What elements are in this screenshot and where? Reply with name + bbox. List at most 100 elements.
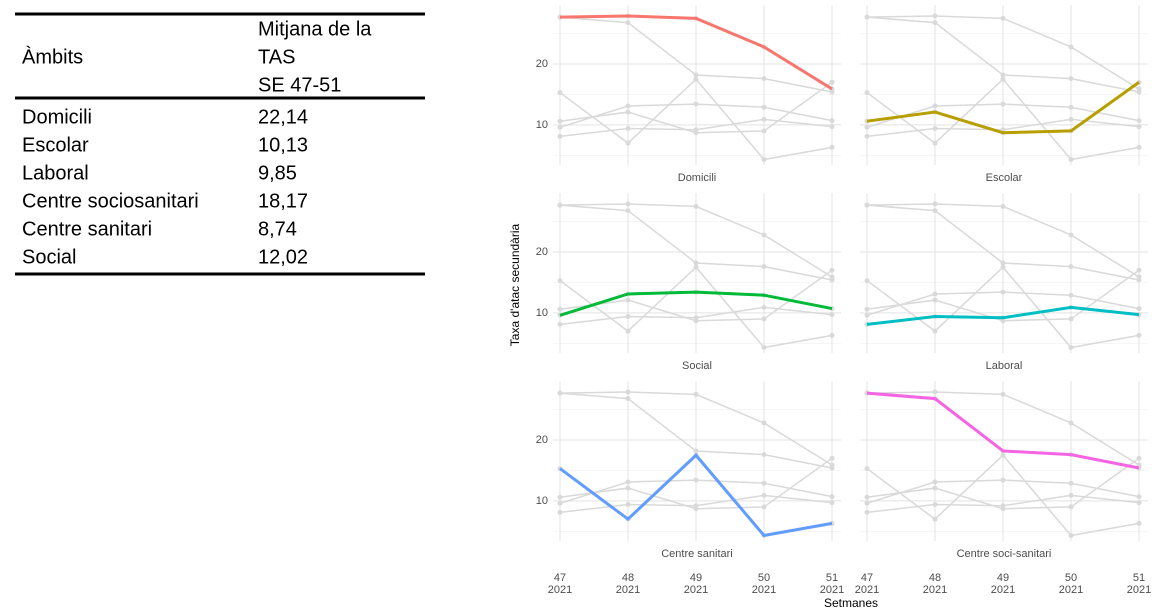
background-point: [1136, 306, 1142, 312]
background-point: [864, 500, 870, 506]
background-point: [1136, 267, 1142, 273]
x-tick-label: 50: [758, 572, 770, 584]
background-point: [864, 306, 870, 312]
background-point: [761, 480, 767, 486]
background-point: [1068, 116, 1074, 122]
facet-label: Laboral: [986, 360, 1023, 372]
background-point: [1068, 420, 1074, 426]
background-point: [625, 485, 631, 491]
background-point: [1068, 504, 1074, 510]
background-point: [761, 420, 767, 426]
background-point: [1136, 277, 1142, 283]
background-point: [1000, 203, 1006, 209]
background-point: [625, 328, 631, 334]
background-point: [1068, 232, 1074, 238]
x-tick-label: 49: [997, 572, 1009, 584]
background-point: [761, 104, 767, 110]
table-cell: 9,85: [258, 162, 297, 184]
background-point: [693, 76, 699, 82]
background-point: [829, 500, 835, 506]
x-tick-label: 47: [861, 572, 873, 584]
x-tick-label: 2021: [548, 584, 572, 596]
x-tick-label: 2021: [820, 584, 844, 596]
background-point: [625, 140, 631, 146]
background-point: [557, 500, 563, 506]
background-point: [761, 76, 767, 82]
background-point: [625, 313, 631, 319]
facet-label: Centre soci-sanitari: [957, 548, 1052, 560]
background-point: [1136, 520, 1142, 526]
background-point: [932, 208, 938, 214]
table-cell: Laboral: [22, 162, 89, 184]
x-tick-label: 48: [622, 572, 634, 584]
background-point: [829, 455, 835, 461]
background-point: [625, 396, 631, 402]
facet-label: Escolar: [986, 172, 1023, 184]
background-point: [1136, 455, 1142, 461]
background-point: [761, 128, 767, 134]
background-point: [829, 124, 835, 130]
background-point: [932, 485, 938, 491]
background-point: [557, 509, 563, 515]
x-tick-label: 48: [929, 572, 941, 584]
background-point: [1000, 260, 1006, 266]
background-point: [932, 389, 938, 395]
background-point: [1068, 492, 1074, 498]
background-point: [693, 391, 699, 397]
background-point: [1000, 477, 1006, 483]
background-point: [1068, 316, 1074, 322]
background-point: [1000, 264, 1006, 270]
x-tick-label: 2021: [616, 584, 640, 596]
table-cell: 22,14: [258, 106, 308, 128]
background-point: [625, 103, 631, 109]
background-point: [932, 103, 938, 109]
background-point: [761, 504, 767, 510]
line: [559, 14, 833, 91]
background-point: [1136, 144, 1142, 150]
background-point: [1000, 391, 1006, 397]
x-tick-label: 2021: [752, 584, 776, 596]
background-point: [693, 315, 699, 321]
background-point: [557, 202, 563, 208]
background-point: [864, 202, 870, 208]
background-point: [625, 297, 631, 303]
background-point: [864, 509, 870, 515]
background-point: [761, 116, 767, 122]
background-point: [829, 494, 835, 500]
background-point: [932, 201, 938, 207]
x-tick-label: 51: [826, 572, 838, 584]
background-point: [932, 140, 938, 146]
x-tick-label: 51: [1133, 572, 1145, 584]
table-cell: 10,13: [258, 134, 308, 156]
background-point: [1000, 101, 1006, 107]
y-tick-label: 20: [536, 58, 548, 70]
background-point: [864, 494, 870, 500]
y-axis-title: Taxa d'atac secundària: [508, 223, 522, 346]
x-tick-label: 50: [1065, 572, 1077, 584]
x-tick-label: 49: [690, 572, 702, 584]
background-point: [829, 312, 835, 318]
background-point: [557, 133, 563, 139]
background-point: [932, 516, 938, 522]
line: [866, 391, 1140, 470]
x-tick-label: 47: [554, 572, 566, 584]
background-point: [761, 316, 767, 322]
background-point: [1000, 503, 1006, 509]
background-point: [864, 466, 870, 472]
line: [559, 290, 833, 317]
background-point: [625, 208, 631, 214]
background-point: [761, 304, 767, 310]
background-point: [829, 267, 835, 273]
background-point: [625, 20, 631, 26]
background-point: [1000, 15, 1006, 21]
background-point: [1068, 345, 1074, 351]
background-point: [625, 501, 631, 507]
facet-label: Centre sanitari: [661, 548, 733, 560]
table-header: SE 47-51: [258, 74, 341, 96]
table-cell: Domicili: [22, 106, 92, 128]
background-point: [557, 494, 563, 500]
x-tick-label: 2021: [684, 584, 708, 596]
background-point: [557, 278, 563, 284]
background-point: [625, 201, 631, 207]
